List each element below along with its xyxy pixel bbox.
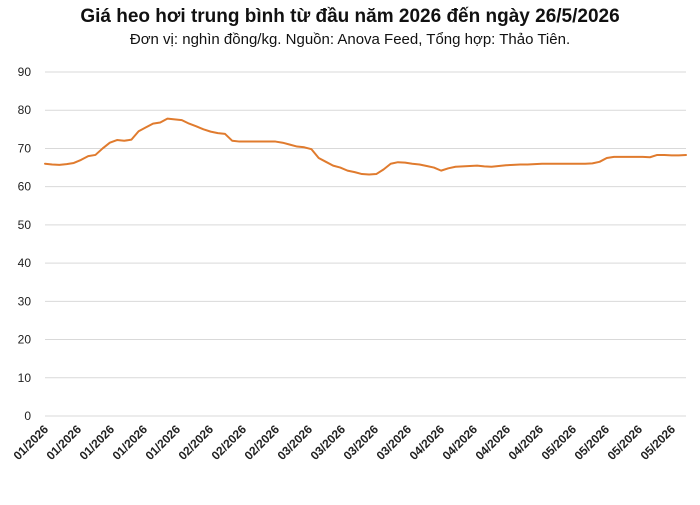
x-tick-label: 05/2026 [638,422,679,463]
series-line-0 [44,117,687,176]
x-tick-label: 02/2026 [242,422,283,463]
y-axis-tick-labels: 0 10 20 30 40 50 60 70 80 90 [18,65,32,423]
x-axis-tick-labels: 01/202601/202601/202601/202601/202602/20… [11,422,679,463]
y-tick-label: 50 [18,218,32,232]
gridlines [45,71,686,417]
x-tick-label: 04/2026 [473,422,514,463]
x-tick-label: 05/2026 [605,422,646,463]
y-tick-label: 40 [18,256,32,270]
x-tick-label: 01/2026 [44,422,85,463]
chart-title: Giá heo hơi trung bình từ đầu năm 2026 đ… [80,6,620,27]
y-tick-label: 60 [18,180,32,194]
y-tick-label: 20 [18,333,32,347]
chart-subtitle: Đơn vị: nghìn đồng/kg. Nguồn: Anova Feed… [129,31,571,48]
x-tick-label: 05/2026 [539,422,580,463]
x-tick-label: 04/2026 [440,422,481,463]
x-tick-label: 02/2026 [176,422,217,463]
x-tick-label: 04/2026 [407,422,448,463]
x-tick-label: 04/2026 [506,422,547,463]
y-tick-label: 80 [18,103,32,117]
series-layer [44,117,687,176]
x-tick-label: 01/2026 [110,422,151,463]
x-tick-label: 03/2026 [308,422,349,463]
x-tick-label: 01/2026 [77,422,118,463]
x-tick-label: 03/2026 [374,422,415,463]
y-tick-label: 90 [18,65,32,79]
y-tick-label: 30 [18,294,32,308]
x-tick-label: 05/2026 [572,422,613,463]
y-tick-label: 10 [18,371,32,385]
x-tick-label: 01/2026 [143,422,184,463]
y-tick-label: 0 [24,409,31,423]
x-tick-label: 03/2026 [275,422,316,463]
x-tick-label: 01/2026 [11,422,52,463]
x-tick-label: 03/2026 [341,422,382,463]
x-tick-label: 02/2026 [209,422,250,463]
y-tick-label: 70 [18,141,32,155]
